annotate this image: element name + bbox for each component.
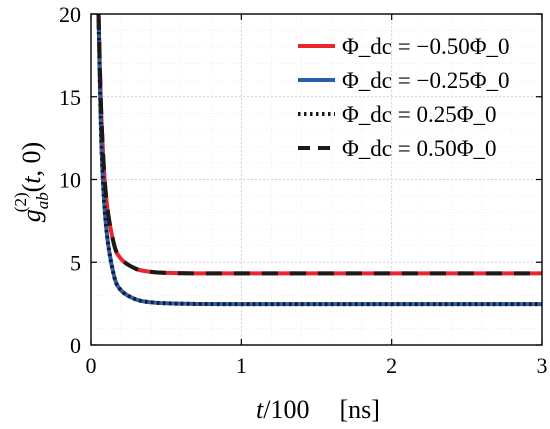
y-tick-label: 20 (59, 2, 81, 27)
svg-text:gab(2)(t, 0): gab(2)(t, 0) (11, 142, 52, 222)
legend-entry-2: Φ_dc = −0.25Φ_0 (342, 68, 510, 93)
y-axis-label: gab(2)(t, 0) (11, 142, 52, 222)
y-tick-label: 15 (59, 85, 81, 110)
legend-entry-4: Φ_dc = 0.50Φ_0 (342, 136, 497, 161)
tick-labels: 0 1 2 3 0 5 10 15 20 (59, 2, 548, 378)
x-tick-label: 0 (86, 353, 97, 378)
svg-text:t/100[ns]: t/100 [ns] (256, 395, 380, 424)
x-axis-label: t/100 [ns] (256, 395, 380, 424)
grid (90, 13, 543, 346)
x-tick-label: 2 (386, 353, 397, 378)
curves (96, 14, 542, 307)
y-tick-label: 10 (59, 168, 81, 193)
x-tick-label: 1 (236, 353, 247, 378)
series-line-3 (96, 14, 542, 307)
series-line-4 (96, 14, 542, 276)
y-tick-label: 5 (70, 250, 81, 275)
legend: Φ_dc = −0.50Φ_0 Φ_dc = −0.25Φ_0 Φ_dc = 0.2… (298, 34, 510, 161)
legend-entry-3: Φ_dc = 0.25Φ_0 (342, 102, 497, 127)
x-tick-label: 3 (537, 353, 548, 378)
ticks (90, 13, 543, 346)
legend-entry-1: Φ_dc = −0.50Φ_0 (342, 34, 510, 59)
y-tick-label: 0 (70, 333, 81, 358)
